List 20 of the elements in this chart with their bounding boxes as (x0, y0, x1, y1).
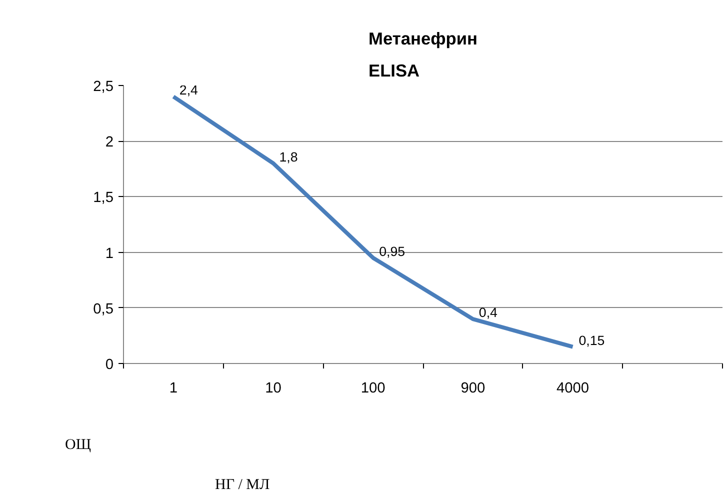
x-tick-label: 1 (169, 380, 178, 396)
y-tick-label: 1 (105, 246, 114, 262)
y-tick-label: 2,5 (93, 79, 114, 95)
chart-title: Метанефрин ELISA (368, 28, 478, 80)
x-tick-label: 900 (460, 380, 486, 396)
data-label: 1,8 (279, 149, 298, 164)
line-series (171, 94, 575, 349)
y-tick-label: 1,5 (93, 190, 114, 206)
data-label: 0,4 (478, 305, 498, 320)
x-tick-label: 100 (360, 380, 386, 396)
y-tick-label: 0,5 (93, 301, 114, 318)
y-tick-label: 0 (105, 357, 114, 373)
data-label: 0,15 (578, 332, 605, 348)
text: ОЩ (65, 436, 91, 455)
y-tick-label: 2 (105, 134, 114, 151)
data-label: 0,95 (379, 244, 406, 259)
data-label: 2,4 (179, 82, 199, 98)
x-tick-label: 4000 (556, 380, 590, 396)
text: НГ / МЛ (215, 476, 270, 496)
x-tick-label: 10 (265, 380, 282, 396)
